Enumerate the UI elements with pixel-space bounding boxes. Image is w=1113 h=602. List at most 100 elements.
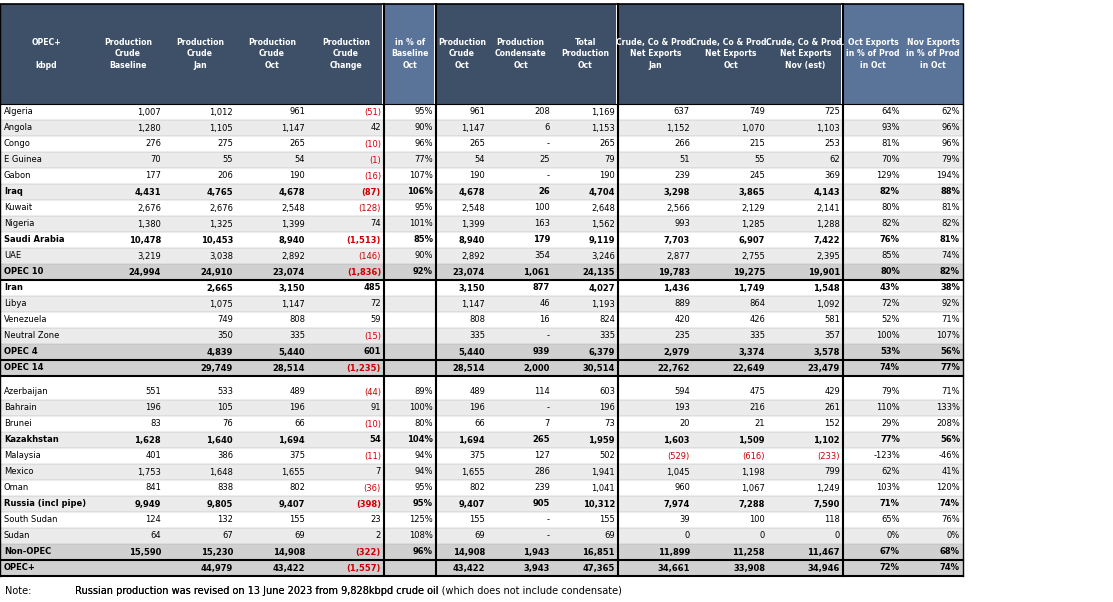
Bar <box>843 152 903 168</box>
Text: 208%: 208% <box>936 420 961 429</box>
Bar <box>164 264 236 280</box>
Bar <box>615 4 618 104</box>
Text: 889: 889 <box>674 300 690 308</box>
Bar <box>308 4 384 104</box>
Bar <box>164 200 236 216</box>
Text: 85%: 85% <box>881 252 900 261</box>
Bar <box>236 544 308 560</box>
Text: 24,910: 24,910 <box>200 267 233 276</box>
Bar <box>384 264 436 280</box>
Text: 81%: 81% <box>942 203 961 213</box>
Text: 29%: 29% <box>881 420 900 429</box>
Text: 2: 2 <box>376 532 381 541</box>
Bar <box>92 512 164 528</box>
Bar <box>236 4 308 104</box>
Bar <box>236 136 308 152</box>
Text: 1,399: 1,399 <box>282 220 305 229</box>
Text: 235: 235 <box>674 332 690 341</box>
Text: 69: 69 <box>294 532 305 541</box>
Text: 77%: 77% <box>880 435 900 444</box>
Text: 375: 375 <box>469 452 485 461</box>
Bar <box>0 432 92 448</box>
Text: 94%: 94% <box>414 468 433 477</box>
Text: 3,298: 3,298 <box>663 187 690 196</box>
Text: 11,467: 11,467 <box>808 547 840 556</box>
Text: -123%: -123% <box>873 452 900 461</box>
Text: 71%: 71% <box>942 388 961 397</box>
Text: 15,230: 15,230 <box>200 547 233 556</box>
Bar <box>308 464 384 480</box>
Bar <box>436 432 487 448</box>
Text: (51): (51) <box>364 108 381 117</box>
Text: 51: 51 <box>680 155 690 164</box>
Text: Kuwait: Kuwait <box>4 203 32 213</box>
Text: 71%: 71% <box>942 315 961 324</box>
Text: 6: 6 <box>544 123 550 132</box>
Bar <box>436 120 487 136</box>
Text: 54: 54 <box>295 155 305 164</box>
Text: 179: 179 <box>533 235 550 244</box>
Text: (44): (44) <box>364 388 381 397</box>
Text: 95%: 95% <box>414 203 433 213</box>
Text: 196: 196 <box>145 403 161 412</box>
Text: 1,694: 1,694 <box>459 435 485 444</box>
Text: 1,147: 1,147 <box>461 123 485 132</box>
Text: 22,649: 22,649 <box>732 364 765 373</box>
Text: 1,198: 1,198 <box>741 468 765 477</box>
Text: 335: 335 <box>289 332 305 341</box>
Text: 114: 114 <box>534 388 550 397</box>
Text: 0%: 0% <box>947 532 961 541</box>
Bar <box>693 560 768 576</box>
Text: 74%: 74% <box>940 563 961 573</box>
Bar <box>487 280 553 296</box>
Text: 1,280: 1,280 <box>137 123 161 132</box>
Text: 4,765: 4,765 <box>206 187 233 196</box>
Bar <box>164 376 236 384</box>
Bar <box>308 264 384 280</box>
Text: OPEC 10: OPEC 10 <box>4 267 43 276</box>
Text: 34,946: 34,946 <box>808 563 840 573</box>
Bar <box>164 448 236 464</box>
Bar <box>903 152 963 168</box>
Text: 24,135: 24,135 <box>582 267 615 276</box>
Text: 1,943: 1,943 <box>523 547 550 556</box>
Text: 68%: 68% <box>940 547 961 556</box>
Text: OPEC 4: OPEC 4 <box>4 347 38 356</box>
Bar <box>693 104 768 120</box>
Text: 1,325: 1,325 <box>209 220 233 229</box>
Text: (616): (616) <box>742 452 765 461</box>
Text: Iran: Iran <box>4 284 23 293</box>
Bar <box>693 312 768 328</box>
Bar <box>903 4 963 104</box>
Text: OPEC 14: OPEC 14 <box>4 364 43 373</box>
Bar <box>553 448 618 464</box>
Text: 70: 70 <box>150 155 161 164</box>
Bar <box>693 496 768 512</box>
Bar <box>693 376 768 384</box>
Text: 1,655: 1,655 <box>461 468 485 477</box>
Text: 2,892: 2,892 <box>461 252 485 261</box>
Bar <box>384 248 436 264</box>
Text: Mexico: Mexico <box>4 468 33 477</box>
Bar <box>436 560 487 576</box>
Bar <box>236 448 308 464</box>
Bar <box>236 464 308 480</box>
Bar <box>92 416 164 432</box>
Bar <box>618 376 693 384</box>
Bar <box>768 184 843 200</box>
Bar <box>618 232 693 248</box>
Text: 110%: 110% <box>876 403 900 412</box>
Bar <box>92 280 164 296</box>
Text: 1,105: 1,105 <box>209 123 233 132</box>
Text: (11): (11) <box>364 452 381 461</box>
Bar <box>768 544 843 560</box>
Bar <box>164 312 236 328</box>
Text: 74%: 74% <box>942 252 961 261</box>
Text: 386: 386 <box>217 452 233 461</box>
Bar <box>308 360 384 376</box>
Bar <box>164 136 236 152</box>
Text: (16): (16) <box>364 172 381 181</box>
Bar <box>487 344 553 360</box>
Bar <box>384 344 436 360</box>
Bar <box>768 264 843 280</box>
